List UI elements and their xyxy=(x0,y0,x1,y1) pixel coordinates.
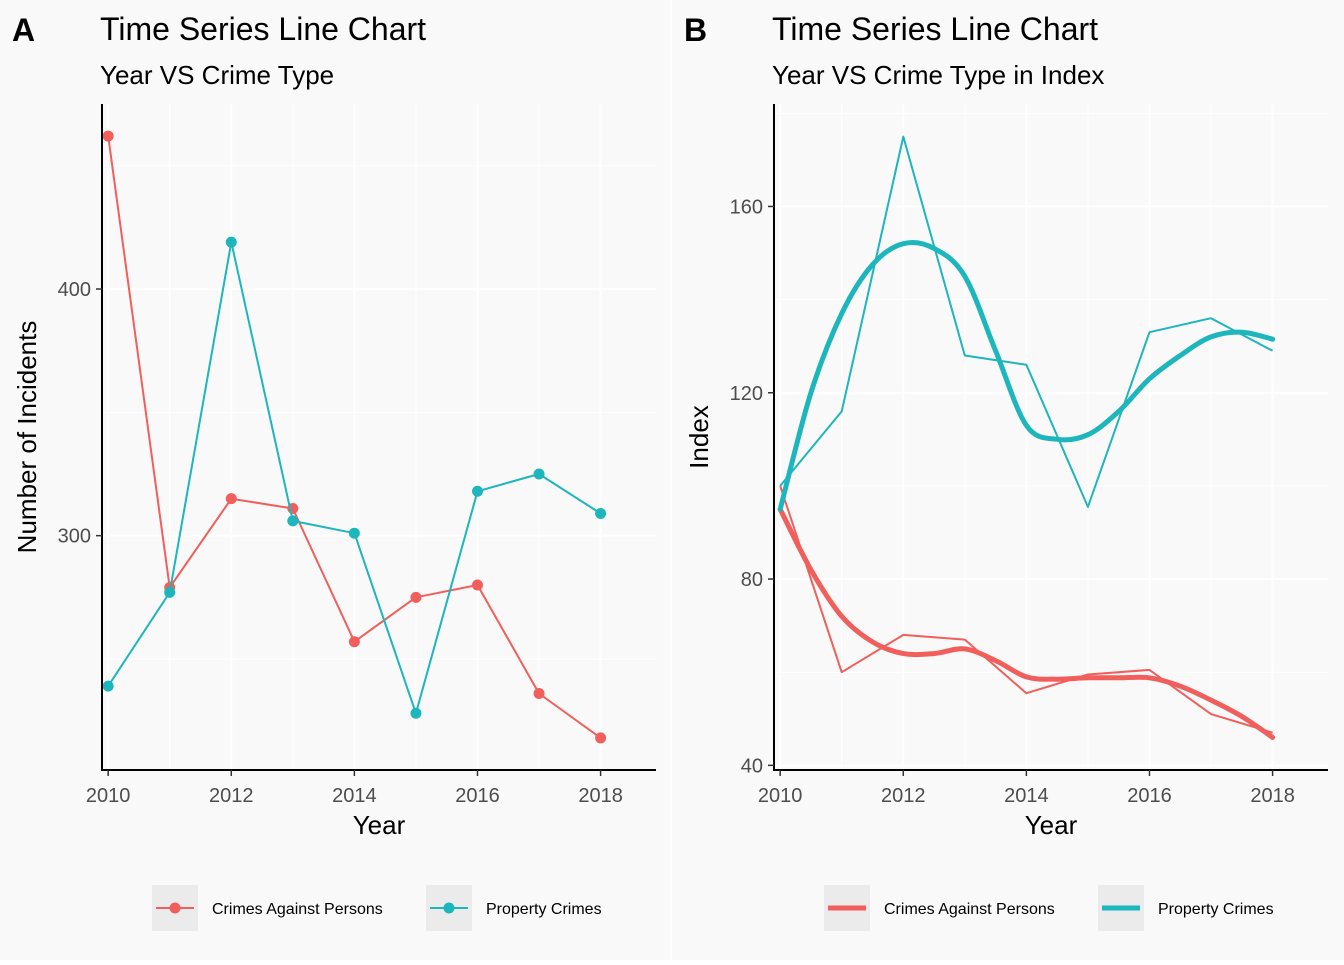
smooth-line-1 xyxy=(777,240,1276,512)
data-point-1 xyxy=(164,586,176,598)
legend-key-point xyxy=(443,902,455,914)
x-tick-label: 2018 xyxy=(578,785,623,807)
data-point-1 xyxy=(348,527,360,539)
x-tick-label: 2016 xyxy=(455,785,500,807)
y-tick-label: 160 xyxy=(730,196,763,218)
legend-label: Property Crimes xyxy=(486,901,602,918)
data-point-0 xyxy=(348,636,360,648)
x-tick-label: 2012 xyxy=(881,785,926,807)
y-tick-label: 120 xyxy=(730,383,763,405)
data-point-0 xyxy=(102,130,114,142)
y-tick-label: 80 xyxy=(741,569,763,591)
data-point-1 xyxy=(410,707,422,719)
legend: Crimes Against Persons Property Crimes xyxy=(152,885,602,931)
data-point-1 xyxy=(533,468,545,480)
x-tick-label: 2010 xyxy=(758,785,803,807)
legend: Crimes Against Persons Property Crimes xyxy=(824,885,1274,931)
y-axis-title: Number of Incidents xyxy=(12,321,42,554)
legend-label: Crimes Against Persons xyxy=(212,901,383,918)
legend-label: Property Crimes xyxy=(1158,901,1274,918)
chart-subtitle: Year VS Crime Type in Index xyxy=(772,60,1104,90)
panel-background xyxy=(672,0,1344,960)
panel-tag: B xyxy=(684,12,707,48)
x-tick-label: 2014 xyxy=(332,785,377,807)
x-axis-title: Year xyxy=(1025,810,1078,840)
chart-title: Time Series Line Chart xyxy=(772,11,1098,47)
smooth-line-0 xyxy=(777,506,1276,740)
data-point-0 xyxy=(225,493,237,505)
y-tick-label: 300 xyxy=(58,526,91,548)
x-tick-label: 2016 xyxy=(1127,785,1172,807)
data-point-0 xyxy=(533,688,545,700)
series-line-0 xyxy=(779,485,1273,734)
data-point-1 xyxy=(287,515,299,527)
y-axis-title: Index xyxy=(684,405,714,469)
series-line-1 xyxy=(779,135,1274,508)
data-point-0 xyxy=(595,732,607,744)
chart-subtitle: Year VS Crime Type xyxy=(100,60,334,90)
data-point-0 xyxy=(471,579,483,591)
x-tick-label: 2012 xyxy=(209,785,254,807)
panel-background xyxy=(0,0,670,960)
data-point-1 xyxy=(225,236,237,248)
legend-label: Crimes Against Persons xyxy=(884,901,1055,918)
x-tick-label: 2010 xyxy=(86,785,131,807)
data-point-0 xyxy=(410,591,422,603)
data-point-1 xyxy=(102,680,114,692)
panel-tag: A xyxy=(12,12,35,48)
chart-title: Time Series Line Chart xyxy=(100,11,426,47)
y-tick-label: 400 xyxy=(58,279,91,301)
data-point-1 xyxy=(471,485,483,497)
panel-a: 2010 2012 2014 2016 2018 300 400 Year Number of … xyxy=(0,0,670,960)
x-tick-label: 2014 xyxy=(1004,785,1049,807)
legend-key-point xyxy=(169,902,181,914)
panel-b: 2010 2012 2014 2016 2018 40 80 120 160 Year Index T… xyxy=(672,0,1344,960)
y-tick-label: 40 xyxy=(741,755,763,777)
data-point-1 xyxy=(595,507,607,519)
x-tick-label: 2018 xyxy=(1250,785,1295,807)
x-axis-title: Year xyxy=(353,810,406,840)
